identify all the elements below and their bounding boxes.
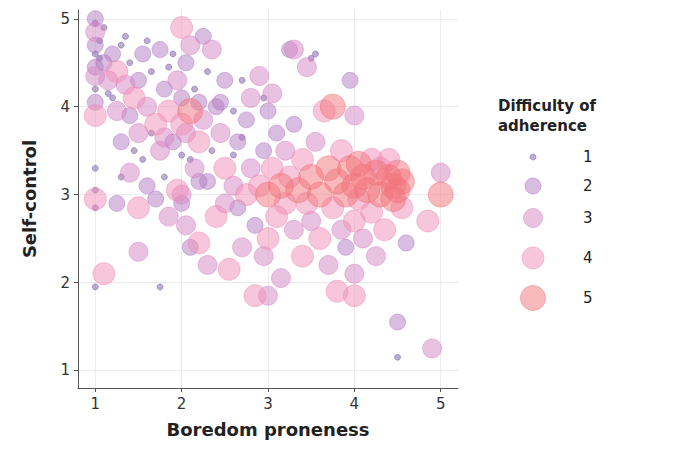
svg-text:4: 4: [60, 98, 70, 116]
svg-text:2: 2: [60, 274, 70, 292]
svg-text:3: 3: [583, 209, 593, 227]
svg-text:2: 2: [583, 177, 593, 195]
svg-text:1: 1: [583, 148, 593, 166]
svg-text:3: 3: [263, 395, 273, 413]
svg-text:5: 5: [60, 10, 70, 28]
svg-text:Self-control: Self-control: [19, 140, 40, 258]
svg-text:1: 1: [90, 395, 100, 413]
svg-text:1: 1: [60, 361, 70, 379]
svg-text:2: 2: [177, 395, 187, 413]
svg-text:5: 5: [583, 289, 593, 307]
svg-text:4: 4: [350, 395, 360, 413]
svg-text:5: 5: [436, 395, 446, 413]
svg-text:3: 3: [60, 186, 70, 204]
svg-text:Boredom proneness: Boredom proneness: [166, 419, 369, 440]
svg-text:4: 4: [583, 249, 593, 267]
svg-text:Difficulty of: Difficulty of: [498, 97, 601, 115]
svg-text:adherence: adherence: [498, 117, 587, 135]
